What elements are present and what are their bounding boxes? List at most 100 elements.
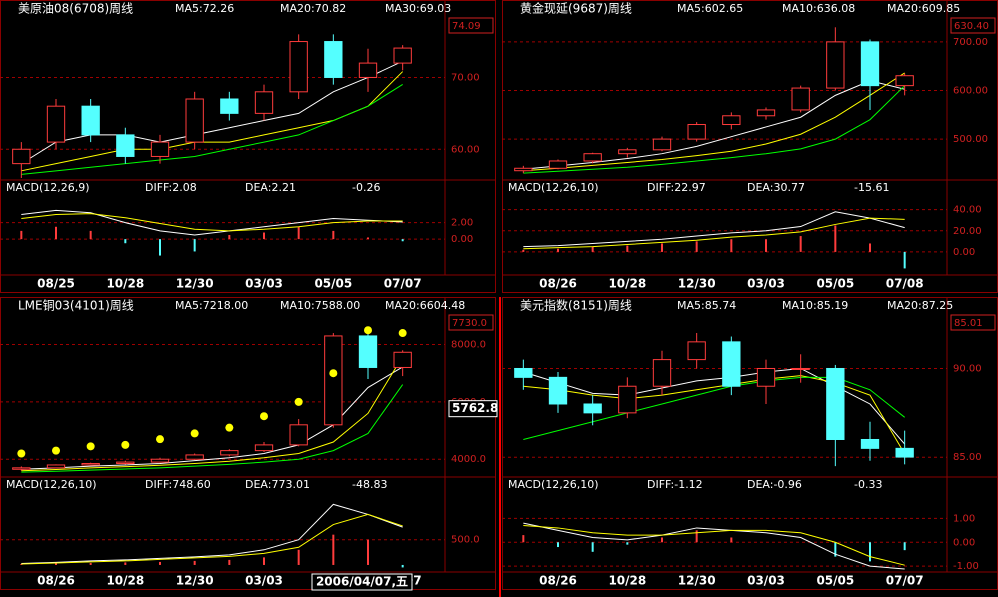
sar-dot <box>156 435 164 444</box>
dea-label: DEA:30.77 <box>747 181 805 194</box>
macd-bar <box>557 542 559 548</box>
candle-body <box>150 141 170 157</box>
candle-body <box>514 167 533 172</box>
cursor-date: 2006/04/07,五 <box>316 575 408 589</box>
macd-bar <box>626 245 629 252</box>
candle-body <box>756 109 776 117</box>
x-tick-label: 08/26 <box>37 574 75 588</box>
macd-bar <box>834 225 837 252</box>
x-tick-label: 10/28 <box>608 574 646 588</box>
candle-body <box>116 461 135 465</box>
candle-body <box>722 115 741 126</box>
candle-body <box>254 91 274 114</box>
macd-bar <box>834 542 837 557</box>
last-price: 74.09 <box>452 21 481 32</box>
x-tick-label: 03/03 <box>747 277 785 291</box>
ma-line <box>523 367 906 445</box>
dea-line <box>21 513 403 565</box>
y-tick-label: 0.00 <box>953 247 975 258</box>
y-tick-label: 85.00 <box>953 452 982 463</box>
macd-bar <box>591 246 594 252</box>
macd-bar <box>193 239 196 252</box>
sar-dot <box>294 397 303 406</box>
candle-body <box>618 149 637 155</box>
dea-label: DEA:2.21 <box>245 181 296 194</box>
candle-body <box>393 351 412 368</box>
dea-line <box>523 217 905 250</box>
candle-body <box>548 376 568 405</box>
y-tick-label: 1.00 <box>953 513 975 524</box>
ma-line <box>523 85 906 174</box>
macd-value: -48.83 <box>352 478 387 491</box>
candle-body <box>652 359 672 387</box>
y-tick-label: 90.00 <box>953 363 982 374</box>
macd-bar <box>869 243 871 252</box>
cursor-price-box <box>448 400 498 418</box>
x-tick-label: 05/05 <box>816 574 854 588</box>
macd-bar <box>20 230 23 240</box>
panel-title: 美元指数(8151)周线 <box>520 298 632 313</box>
candle-body <box>254 444 274 452</box>
candle-body <box>393 47 412 64</box>
dea-line <box>21 213 403 232</box>
macd-bar <box>55 226 57 240</box>
x-tick-label: 12/30 <box>678 574 716 588</box>
candle-body <box>358 335 378 368</box>
y-tick-label: 70.00 <box>451 72 480 83</box>
macd-value: -0.26 <box>352 181 380 194</box>
candle-body <box>583 403 602 414</box>
last-price-box <box>950 17 996 34</box>
panel-frame <box>0 0 496 293</box>
macd-bar <box>332 230 335 240</box>
y-tick-label: 700.00 <box>953 37 988 48</box>
panel-title: LME铜03(4101)周线 <box>18 298 134 313</box>
candle-body <box>289 424 308 446</box>
candle-body <box>514 367 533 378</box>
dea-line <box>523 525 905 566</box>
macd-label: MACD(12,26,10) <box>6 478 97 491</box>
candle-body <box>116 134 135 157</box>
last-price-box <box>448 314 494 331</box>
macd-bar <box>228 235 231 240</box>
macd-label: MACD(12,26,10) <box>508 478 599 491</box>
macd-bar <box>661 537 663 543</box>
y-tick-label: 40.00 <box>953 205 982 216</box>
candle-body <box>185 454 204 460</box>
macd-bar <box>297 549 300 565</box>
candle-body <box>687 124 706 140</box>
y-tick-label: 20.00 <box>953 226 982 237</box>
legend-entry: MA10:7588.00 <box>280 299 360 312</box>
candle-body <box>618 385 637 414</box>
last-price-box <box>950 314 996 331</box>
macd-bar <box>89 230 92 240</box>
y-tick-label: 500.0 <box>451 535 480 546</box>
ma-line <box>523 80 905 170</box>
x-tick-label: 08/25 <box>37 277 75 291</box>
diff-line <box>21 209 403 236</box>
candle-body <box>12 148 31 165</box>
macd-value: -0.33 <box>854 478 882 491</box>
candle-body <box>81 463 100 466</box>
last-price: 7730.0 <box>452 318 487 329</box>
candle-body <box>12 467 31 470</box>
y-tick-label: -1.00 <box>953 561 979 572</box>
macd-bar <box>522 249 525 252</box>
y-tick-label: 0.00 <box>451 234 473 245</box>
legend-entry: MA5:602.65 <box>677 2 743 15</box>
legend-entry: MA10:85.19 <box>782 299 848 312</box>
candle-body <box>826 367 845 440</box>
legend-entry: MA10:636.08 <box>782 2 855 15</box>
diff-label: DIFF:-1.12 <box>647 478 703 491</box>
ma-line <box>523 375 906 455</box>
macd-bar <box>401 564 404 568</box>
legend-entry: MA20:6604.48 <box>385 299 465 312</box>
diff-line <box>523 211 905 248</box>
candle-body <box>220 450 239 456</box>
x-tick-label: 12/30 <box>678 277 716 291</box>
diff-line <box>21 503 403 564</box>
x-tick-label: 07/08 <box>886 277 924 291</box>
macd-bar <box>367 237 369 240</box>
y-tick-label: 0.00 <box>953 537 975 548</box>
diff-line <box>523 522 905 570</box>
